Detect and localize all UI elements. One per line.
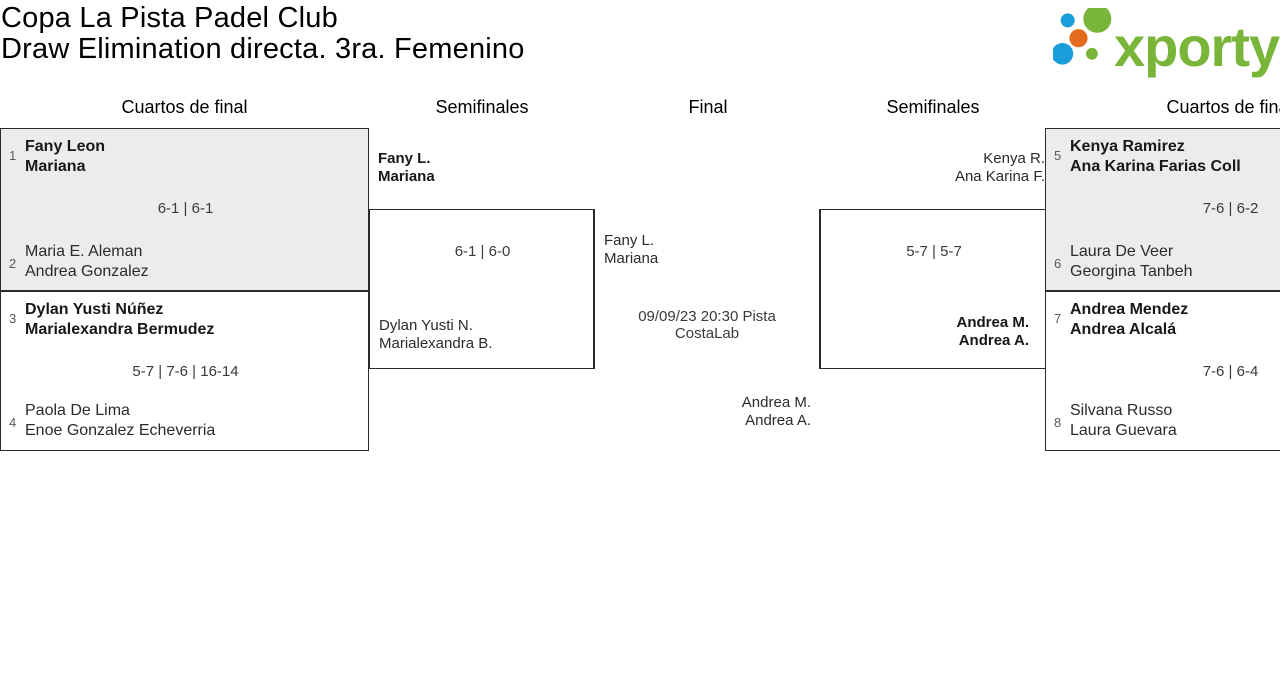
svg-text:xporty: xporty [1114, 15, 1280, 78]
